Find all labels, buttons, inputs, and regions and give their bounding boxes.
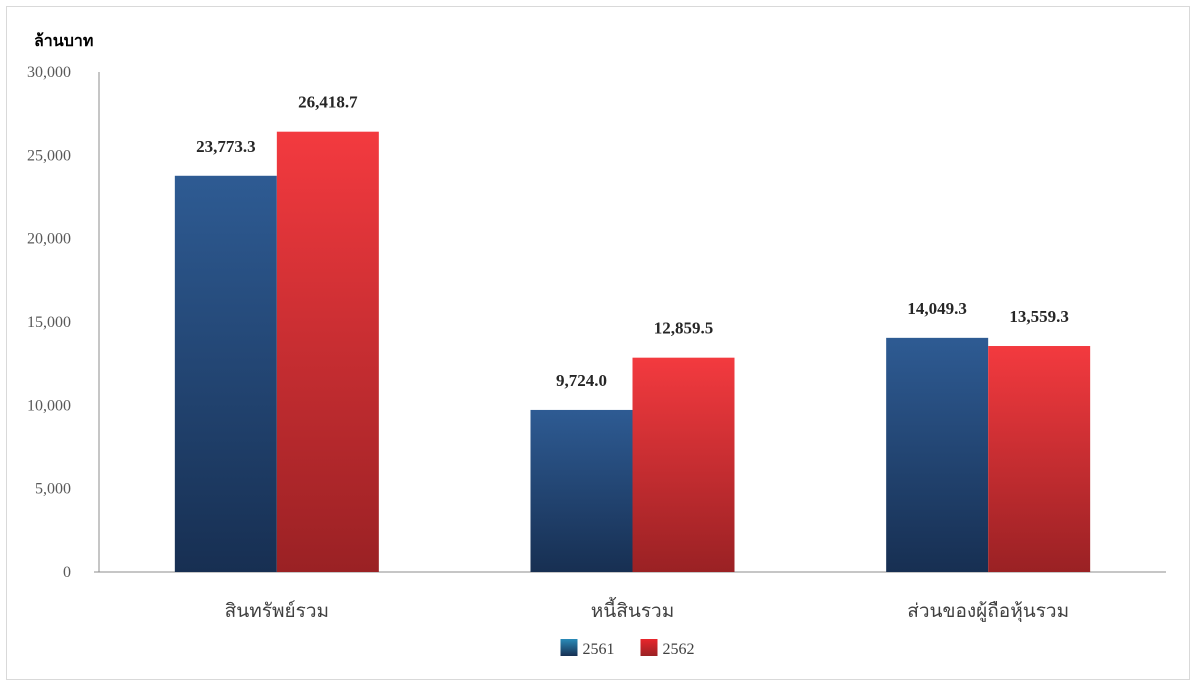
legend: 2561 2562 [560,639,695,658]
data-label: 12,859.5 [654,319,714,338]
y-tick-label: 30,000 [27,64,71,81]
bar-2561 [174,175,277,573]
bar-2562 [632,357,735,572]
bars [174,131,1091,573]
data-labels: 23,773.3 26,418.7 9,724.0 12,859.5 14,049.3 1… [196,93,1069,390]
data-label: 26,418.7 [298,93,358,112]
data-label: 13,559.3 [1009,307,1069,326]
x-category-label: หนี้สินรวม [591,597,675,622]
y-tick-label: 20,000 [27,231,71,248]
x-category-label: ส่วนของผู้ถือหุ้นรวม [907,601,1069,623]
y-tick-label: 10,000 [27,397,71,414]
legend-label: 2562 [663,641,695,658]
y-tick-label: 25,000 [27,147,71,164]
bar-2561 [886,337,989,572]
data-label: 23,773.3 [196,137,256,156]
y-tick-label: 0 [63,564,71,581]
y-axis-unit-label: ล้านบาท [34,32,93,50]
axes: 0 5,000 10,000 15,000 20,000 25,000 30,000 สินท… [27,64,1166,623]
y-tick-label: 15,000 [27,314,71,331]
bar-2562 [276,131,379,572]
legend-label: 2561 [583,641,615,658]
data-label: 9,724.0 [556,371,607,390]
bar-2561 [530,409,633,572]
y-tick-label: 5,000 [35,481,71,498]
data-label: 14,049.3 [907,299,967,318]
legend-swatch-2561 [560,639,578,656]
bar-2562 [988,346,1091,572]
x-category-label: สินทรัพย์รวม [225,600,329,622]
legend-swatch-2562 [640,639,658,656]
